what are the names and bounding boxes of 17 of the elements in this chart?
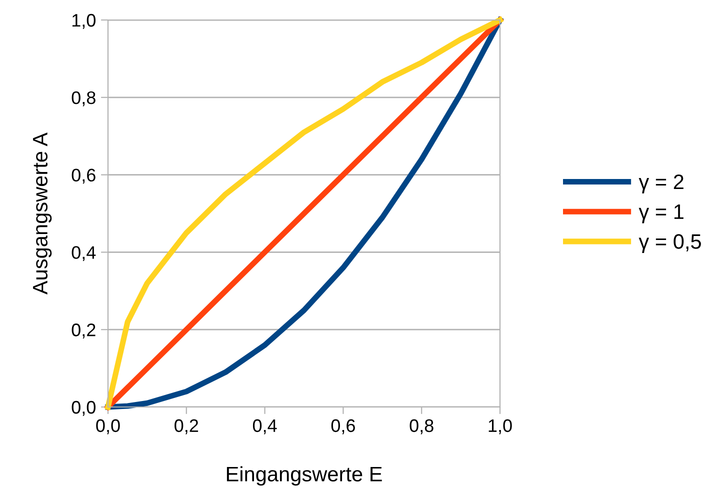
x-tick-label: 1,0 (488, 419, 512, 434)
legend-label: γ = 1 (638, 204, 684, 224)
y-tick-label: 0,0 (72, 400, 96, 416)
x-tick-label: 0,4 (252, 419, 277, 434)
y-tick-label: 0,8 (72, 91, 96, 106)
y-tick-label: 0,2 (72, 324, 96, 338)
y-tick-label: 0,4 (72, 246, 96, 262)
y-axis-title: Ausgangswerte A (32, 132, 52, 295)
x-tick-label: 0,8 (410, 419, 434, 434)
x-tick-label: 0,2 (174, 419, 198, 434)
y-tick-label: 1,0 (72, 14, 96, 29)
x-tick-label: 0,6 (331, 419, 355, 434)
legend-label: γ = 0,5 (638, 234, 701, 254)
y-tick-label: 0,6 (72, 168, 96, 184)
x-tick-label: 0,0 (96, 419, 120, 434)
legend-label: γ = 2 (638, 174, 684, 194)
x-axis-title: Eingangswerte E (226, 466, 382, 486)
